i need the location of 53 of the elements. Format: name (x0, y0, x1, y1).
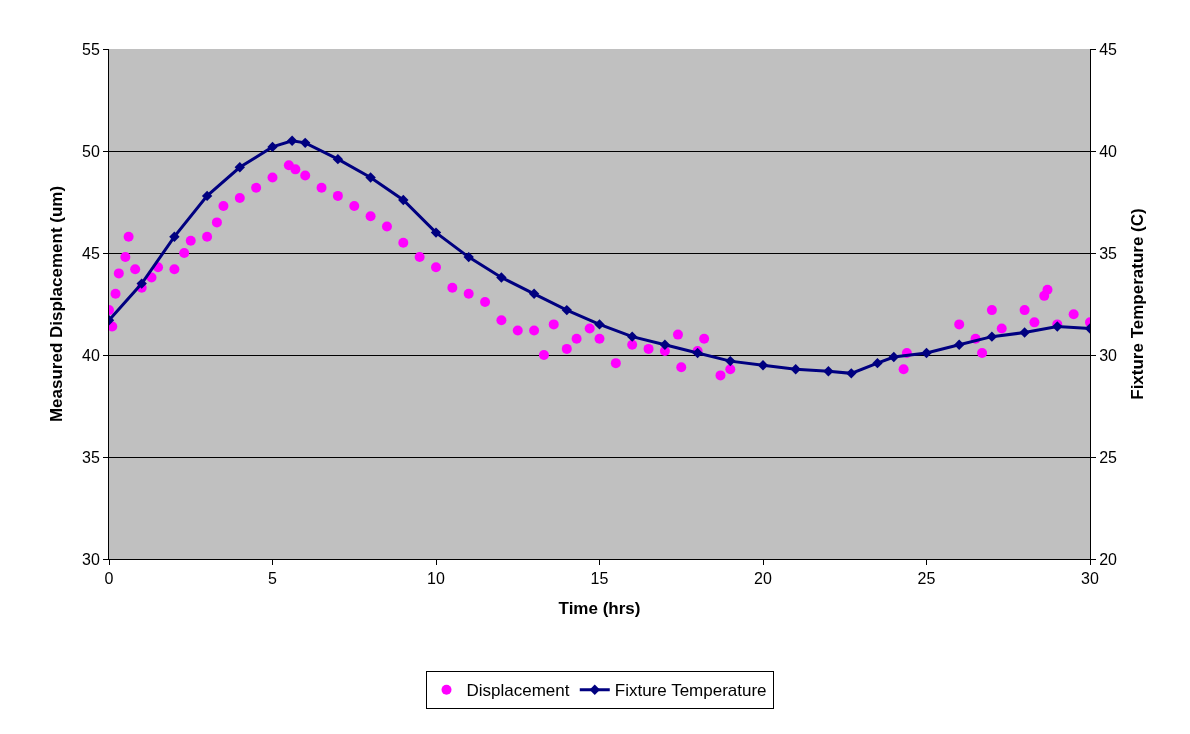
y-tick-label: 35 (82, 448, 100, 466)
y-tick-label: 50 (82, 142, 100, 160)
point (1019, 327, 1030, 338)
point (872, 357, 883, 369)
x-tick-label: 25 (917, 570, 936, 588)
point (169, 231, 180, 242)
point (659, 339, 671, 350)
point (463, 251, 474, 263)
point (986, 331, 998, 342)
point (954, 339, 965, 350)
point (286, 135, 298, 146)
point (332, 153, 344, 165)
point (725, 355, 736, 367)
x-tick-label: 5 (268, 570, 278, 588)
point (790, 364, 801, 375)
point (201, 190, 213, 202)
y-tick-label: 40 (82, 346, 100, 364)
point (398, 194, 409, 206)
point (921, 347, 932, 359)
y2-tick-label: 30 (1099, 346, 1118, 364)
legend-label: Displacement (466, 681, 570, 701)
point (561, 304, 572, 316)
x-tick-label: 20 (754, 570, 772, 588)
point (823, 366, 834, 377)
x-tick-label: 0 (104, 570, 114, 588)
x-tick-label: 30 (1081, 570, 1099, 588)
x-axis-title: Time (hrs) (558, 598, 641, 618)
point (365, 172, 376, 183)
point (757, 360, 769, 371)
x-tick-label: 15 (590, 570, 609, 588)
point (496, 272, 507, 283)
point (627, 331, 638, 342)
y2-axis-title: Fixture Temperature (C) (1128, 208, 1148, 400)
point (846, 368, 857, 379)
point (594, 319, 605, 330)
y2-tick-label: 45 (1099, 40, 1118, 58)
y-tick-label: 45 (82, 244, 100, 262)
y-axis-title: Measured Displacement (um) (46, 185, 66, 423)
point (528, 288, 540, 299)
y-tick-label: 30 (82, 550, 100, 568)
point (267, 141, 278, 153)
y-tick-label: 55 (82, 40, 100, 58)
y2-tick-label: 40 (1099, 142, 1118, 160)
y2-tick-label: 35 (1099, 244, 1118, 262)
point (430, 227, 442, 238)
point (300, 137, 311, 149)
point (136, 278, 147, 289)
y2-tick-label: 25 (1099, 448, 1118, 466)
point (234, 162, 245, 173)
point (888, 351, 899, 363)
x-tick-label: 10 (427, 570, 445, 588)
legend-label: Fixture Temperature (614, 681, 767, 701)
y2-tick-label: 20 (1099, 550, 1118, 568)
